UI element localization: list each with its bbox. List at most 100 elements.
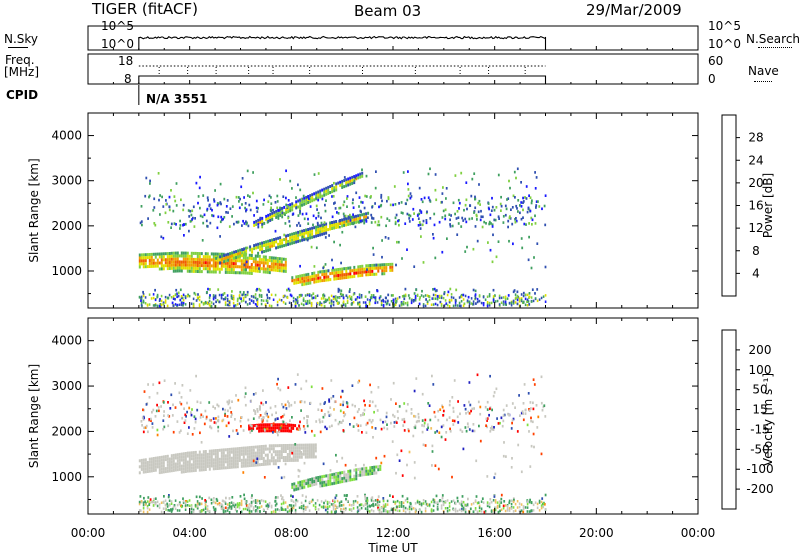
noise-cell <box>190 505 193 508</box>
scatter-cell <box>536 288 539 291</box>
data-cell <box>349 182 352 186</box>
data-cell <box>371 263 374 267</box>
data-cell <box>317 273 320 277</box>
scatter-cell <box>519 414 521 417</box>
scatter-cell <box>225 424 228 428</box>
data-cell <box>281 244 284 248</box>
scatter-cell <box>262 203 265 206</box>
data-cell <box>254 457 257 461</box>
data-cell <box>212 261 215 265</box>
data-cell <box>359 268 362 272</box>
scatter-cell <box>527 300 530 303</box>
scatter-cell <box>200 413 203 417</box>
scatter-cell <box>506 198 508 201</box>
scatter-cell <box>365 431 368 434</box>
noise-cell <box>426 294 429 297</box>
data-cell <box>172 465 175 469</box>
data-cell <box>156 261 159 265</box>
scatter-cell <box>401 418 404 421</box>
noise-cell <box>170 510 173 513</box>
data-cell <box>253 223 256 227</box>
data-cell <box>230 268 233 271</box>
nsky-legend-line <box>8 47 28 48</box>
noise-cell <box>150 500 153 504</box>
data-cell <box>176 453 179 457</box>
scatter-cell <box>241 177 244 180</box>
data-cell <box>176 266 179 270</box>
data-cell <box>310 443 313 447</box>
data-cell <box>308 446 311 450</box>
data-cell <box>188 469 191 473</box>
data-cell <box>248 461 251 465</box>
noise-cell <box>540 500 543 504</box>
data-cell <box>270 262 273 266</box>
scatter-cell <box>324 413 326 416</box>
noise-cell <box>214 509 217 512</box>
data-cell <box>331 184 334 188</box>
noise-cell <box>258 295 261 298</box>
scatter-cell <box>431 374 433 378</box>
noise-cell <box>446 499 449 502</box>
noise-cell <box>534 501 537 504</box>
data-cell <box>256 263 259 267</box>
data-cell <box>256 448 259 452</box>
noise-cell <box>198 298 201 302</box>
data-cell <box>347 180 350 184</box>
scatter-cell <box>461 216 464 220</box>
data-cell <box>232 462 235 466</box>
noise-cell <box>512 299 515 303</box>
scatter-cell <box>445 187 448 190</box>
noise-cell <box>284 302 287 305</box>
scatter-cell <box>274 229 277 233</box>
scatter-cell <box>171 507 174 511</box>
noise-cell <box>404 294 407 298</box>
data-cell <box>172 269 175 273</box>
noise-cell <box>312 504 315 507</box>
scatter-cell <box>428 198 431 202</box>
scatter-cell <box>275 417 278 420</box>
scatter-cell <box>252 459 255 463</box>
data-cell <box>226 270 229 274</box>
scatter-cell <box>231 290 233 293</box>
data-cell <box>194 260 197 264</box>
noise-cell <box>402 509 405 512</box>
data-cell <box>170 257 173 261</box>
scatter-cell <box>184 222 187 226</box>
scatter-cell <box>244 206 246 210</box>
scatter-cell <box>180 402 183 406</box>
noise-cell <box>232 501 235 505</box>
noise-cell <box>350 295 353 299</box>
noise-cell <box>492 509 495 512</box>
scatter-cell <box>149 179 151 183</box>
noise-cell <box>448 508 451 512</box>
scatter-cell <box>327 410 330 414</box>
noise-cell <box>460 300 463 303</box>
data-cell <box>355 217 358 221</box>
noise-cell <box>400 505 403 508</box>
noise-cell <box>516 294 519 298</box>
data-cell <box>225 259 228 263</box>
data-cell <box>375 272 378 276</box>
scatter-cell <box>344 216 347 219</box>
data-cell <box>186 257 189 261</box>
scatter-cell <box>431 450 434 453</box>
scatter-cell <box>216 499 219 502</box>
scatter-cell <box>187 293 189 297</box>
data-cell <box>299 239 302 243</box>
data-cell <box>160 455 163 459</box>
data-cell <box>262 462 265 466</box>
scatter-cell <box>253 214 255 217</box>
data-cell <box>174 263 177 267</box>
data-cell <box>321 229 324 233</box>
noise-cell <box>394 500 397 504</box>
scatter-cell <box>434 431 437 434</box>
scatter-cell <box>228 399 231 402</box>
noise-cell <box>304 300 307 303</box>
scatter-cell <box>507 219 510 223</box>
data-cell <box>266 459 269 463</box>
noise-cell <box>380 510 383 514</box>
data-cell <box>272 259 275 263</box>
data-cell <box>290 443 293 447</box>
noise-cell <box>250 510 253 513</box>
scatter-cell <box>472 510 475 513</box>
